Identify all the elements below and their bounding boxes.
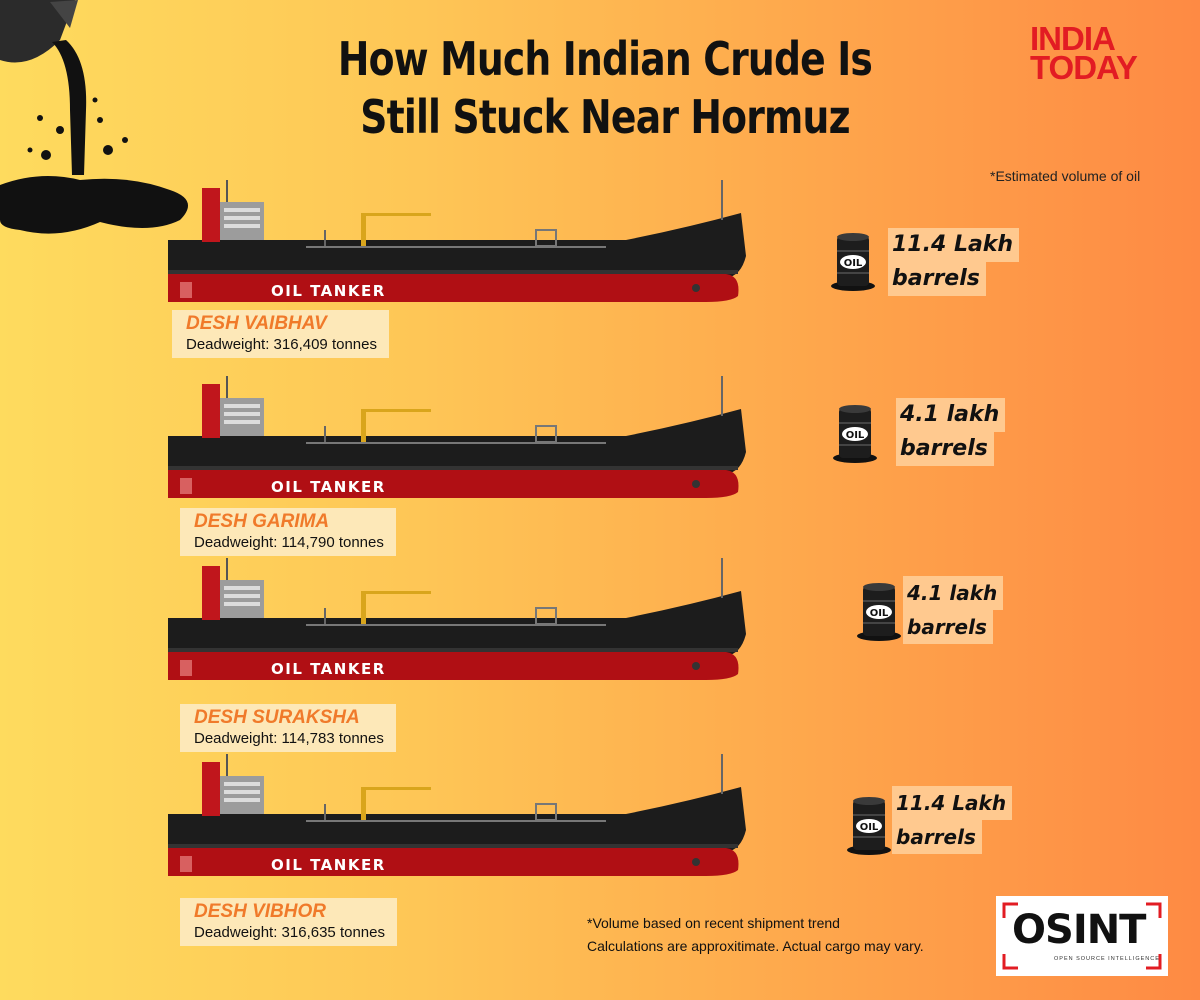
- ship-label-card: DESH VAIBHAV Deadweight: 316,409 tonnes: [172, 310, 389, 358]
- ship-name: DESH SURAKSHA: [194, 707, 360, 728]
- oil-barrel-icon: OIL: [831, 233, 875, 291]
- logo-line-2: TODAY: [1030, 49, 1138, 86]
- barrel-label: OIL: [846, 430, 865, 441]
- ship-deadweight: Deadweight: 316,409 tonnes: [186, 336, 377, 353]
- estimate-note: *Estimated volume of oil: [990, 168, 1141, 184]
- tanker-ship-illustration-4: OIL TANKER: [168, 754, 746, 876]
- ship-name: DESH GARIMA: [194, 511, 330, 532]
- oil-barrel-icon: OIL: [833, 405, 877, 463]
- volume-unit: barrels: [892, 820, 982, 854]
- barrel-label: OIL: [860, 822, 879, 833]
- osint-logo: OSINT OPEN SOURCE INTELLIGENCE: [996, 896, 1168, 976]
- ship-label-card: DESH VIBHOR Deadweight: 316,635 tonnes: [180, 898, 397, 946]
- oil-volume-estimate: 11.4 Lakh barrels: [888, 228, 1020, 296]
- ship-label-card: DESH GARIMA Deadweight: 114,790 tonnes: [180, 508, 396, 556]
- oil-spill-illustration: [0, 0, 188, 234]
- osint-name: OSINT: [1012, 907, 1146, 953]
- oil-barrel-icon: OIL: [857, 583, 901, 641]
- ship-name: DESH VAIBHAV: [186, 313, 327, 334]
- barrel-label: OIL: [844, 258, 863, 269]
- hull-label: OIL TANKER: [271, 478, 386, 496]
- osint-subtitle: OPEN SOURCE INTELLIGENCE: [1054, 956, 1160, 962]
- india-today-logo: INDIA TODAY: [1030, 20, 1180, 86]
- ship-name: DESH VIBHOR: [194, 901, 326, 922]
- volume-unit: barrels: [896, 432, 994, 466]
- footnote: *Volume based on recent shipment trend C…: [587, 912, 924, 958]
- barrel-label: OIL: [870, 608, 889, 619]
- volume-amount: 11.4 Lakh: [892, 786, 1013, 820]
- hull-label: OIL TANKER: [271, 660, 386, 678]
- ship-deadweight: Deadweight: 316,635 tonnes: [194, 924, 385, 941]
- tanker-ship-illustration-1: OIL TANKER: [168, 180, 746, 302]
- oil-volume-estimate: 4.1 lakh barrels: [896, 398, 1006, 466]
- oil-barrel-icon: OIL: [847, 797, 891, 855]
- volume-amount: 4.1 lakh: [903, 576, 1004, 610]
- tanker-ship-illustration-2: OIL TANKER: [168, 376, 746, 498]
- oil-volume-estimate: 4.1 lakh barrels: [903, 576, 1004, 644]
- footnote-line-1: *Volume based on recent shipment trend: [587, 915, 840, 931]
- osint-frame-icon: [1002, 902, 1162, 970]
- page-title: How Much Indian Crude Is Still Stuck Nea…: [337, 32, 873, 144]
- tanker-ship-illustration-3: OIL TANKER: [168, 558, 746, 680]
- oil-volume-estimate: 11.4 Lakh barrels: [892, 786, 1013, 854]
- hull-label: OIL TANKER: [271, 856, 386, 874]
- oil-drum-icon: [0, 0, 78, 63]
- hull-label: OIL TANKER: [271, 282, 386, 300]
- volume-amount: 11.4 Lakh: [888, 228, 1020, 262]
- volume-unit: barrels: [888, 262, 986, 296]
- ship-deadweight: Deadweight: 114,790 tonnes: [194, 534, 384, 551]
- ship-deadweight: Deadweight: 114,783 tonnes: [194, 730, 384, 747]
- volume-unit: barrels: [903, 610, 993, 644]
- footnote-line-2: Calculations are approxitimate. Actual c…: [587, 938, 924, 954]
- volume-amount: 4.1 lakh: [896, 398, 1006, 432]
- ship-label-card: DESH SURAKSHA Deadweight: 114,783 tonnes: [180, 704, 396, 752]
- logo-line-1: INDIA: [1030, 20, 1116, 57]
